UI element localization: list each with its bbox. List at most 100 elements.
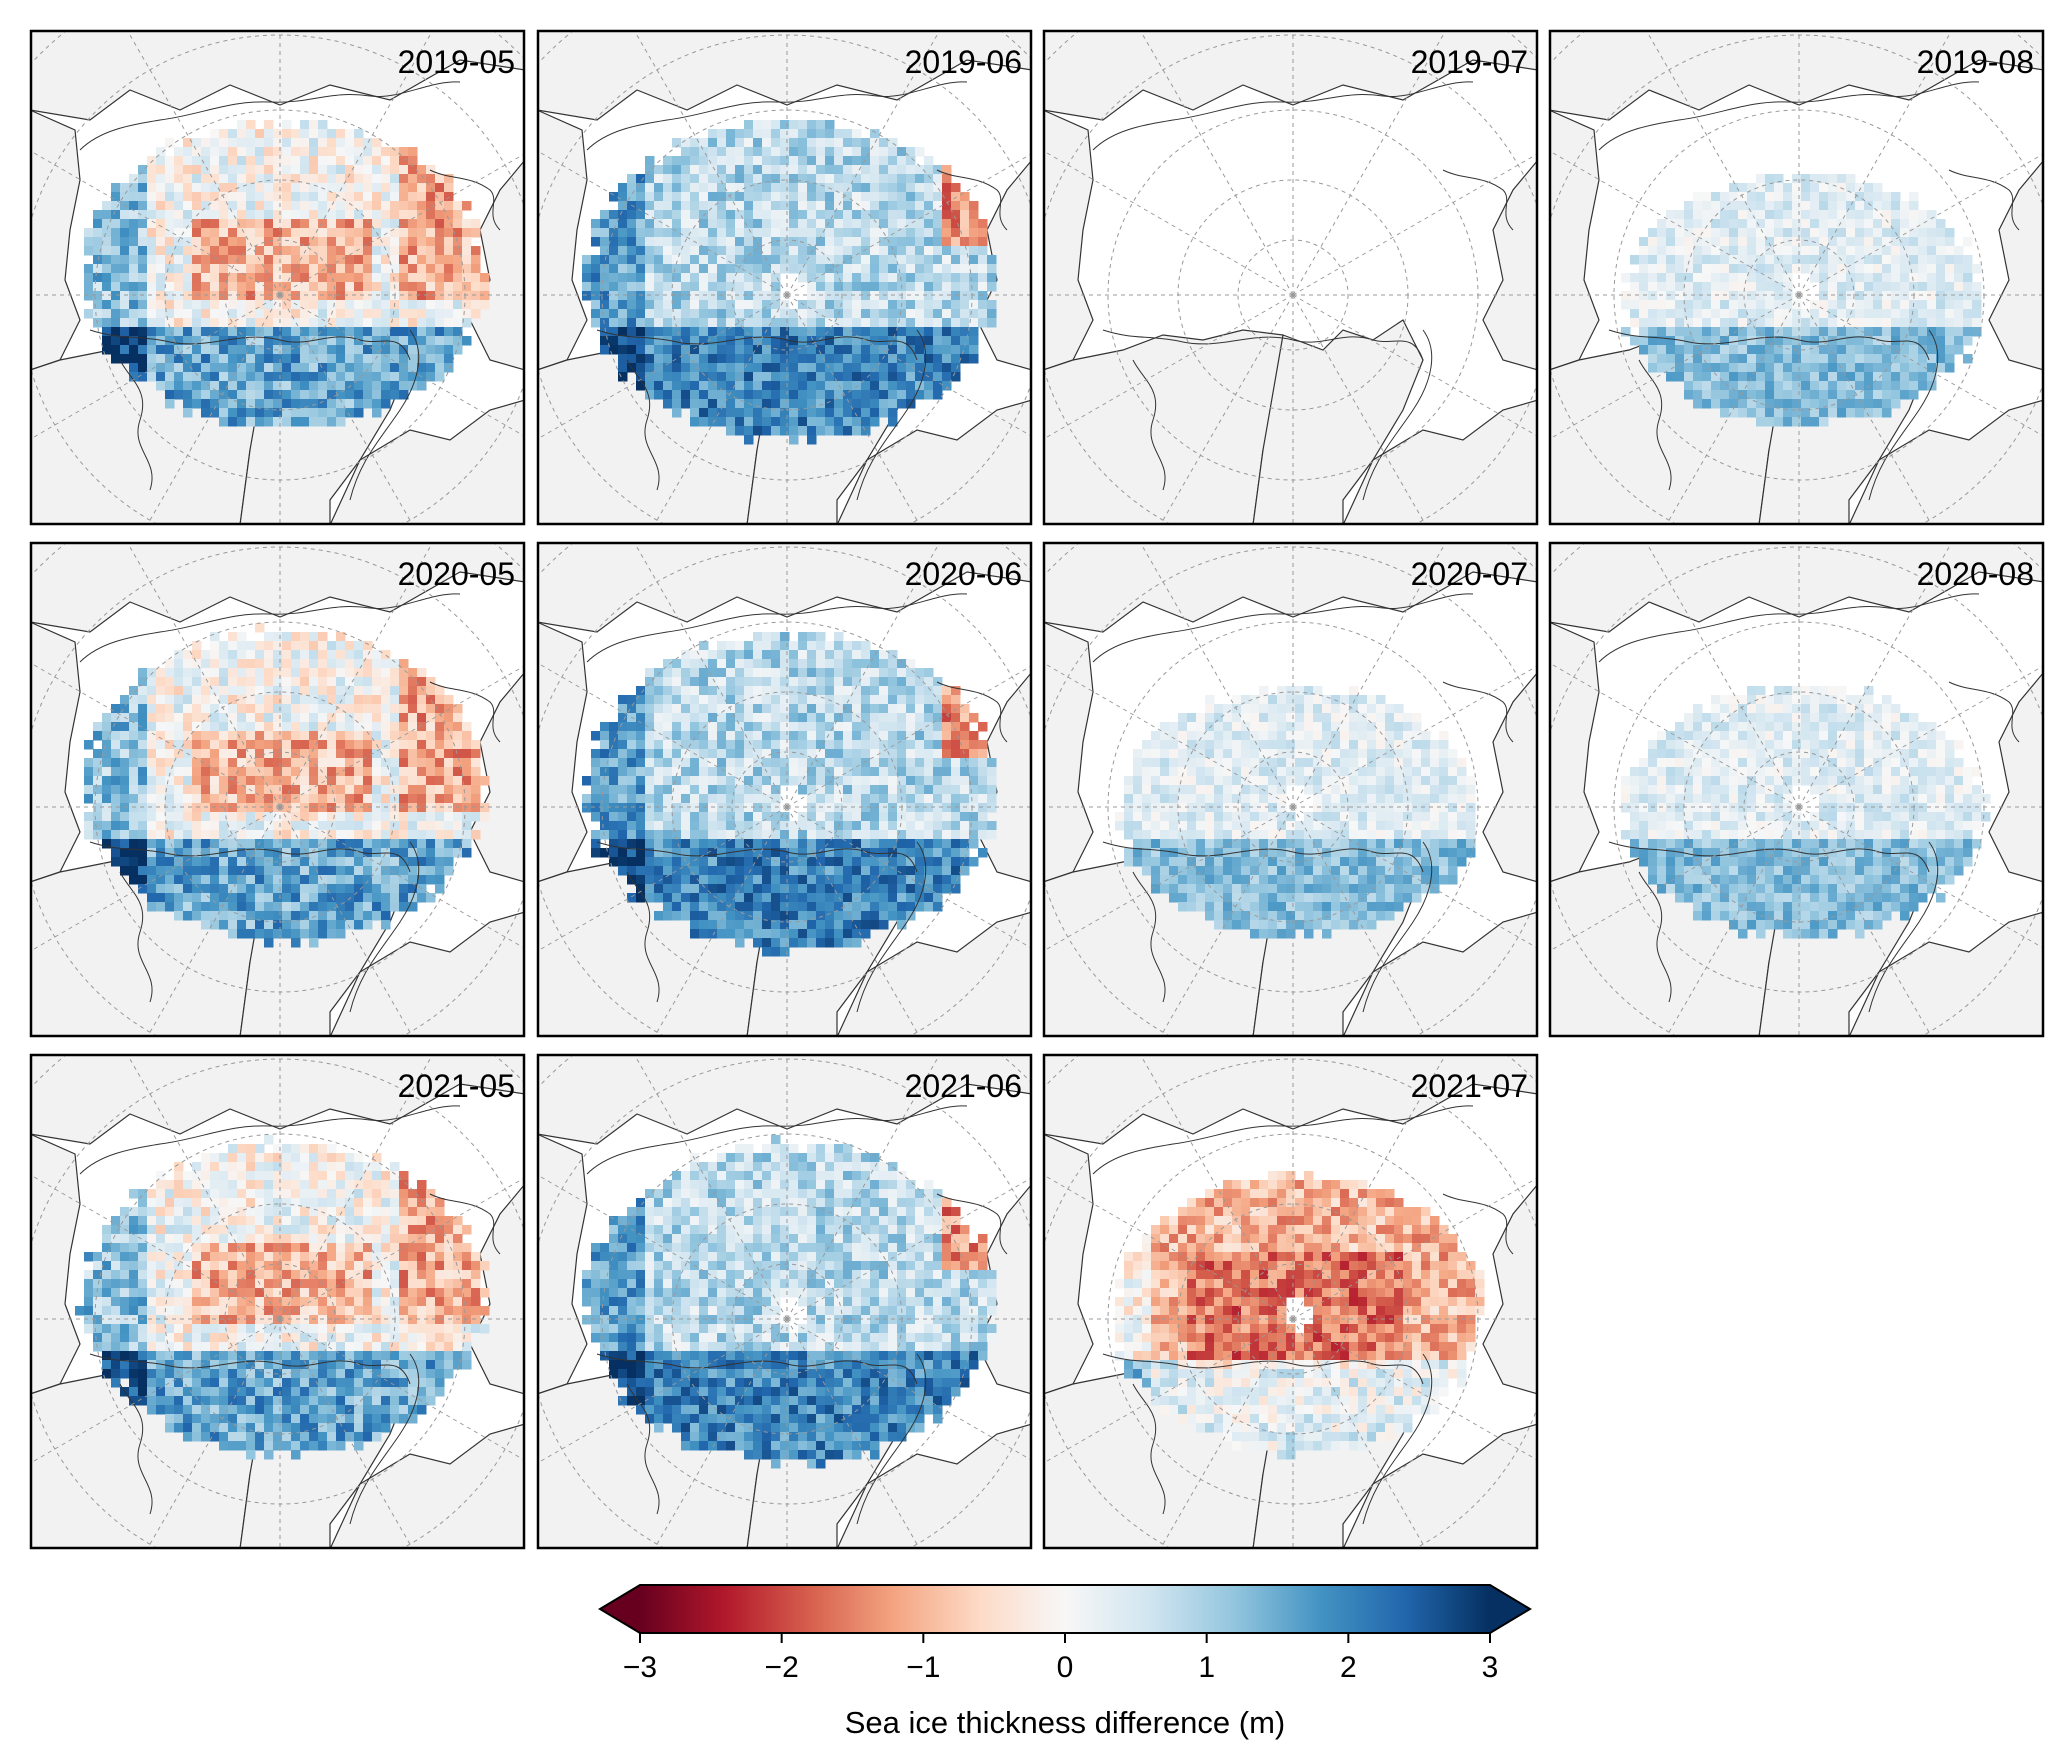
colorbar-tick-label: 3 xyxy=(1482,1651,1499,1684)
land-mass xyxy=(30,30,525,121)
coastline xyxy=(119,359,153,491)
colorbar-ticks: −3 −2 −1 0 1 2 3 xyxy=(623,1633,1498,1684)
coastline xyxy=(586,1105,968,1175)
coastline xyxy=(1638,871,1672,1003)
coastline xyxy=(626,359,660,491)
coastline xyxy=(1442,681,1514,743)
land-mass xyxy=(1988,671,2044,883)
coastline xyxy=(1608,841,1930,873)
colorbar-tick-label: 1 xyxy=(1198,1651,1215,1684)
land-mass xyxy=(329,399,525,525)
coastline xyxy=(1638,359,1672,491)
coastline xyxy=(89,329,411,361)
coastline xyxy=(1868,329,1939,501)
map-panel: 2019-06 xyxy=(536,29,1033,526)
ice-thickness-field xyxy=(1621,174,1982,427)
coastline xyxy=(1092,81,1474,151)
coastline xyxy=(596,1353,918,1385)
ice-thickness-field xyxy=(582,120,997,445)
map-panel: 2020-06 xyxy=(536,541,1033,1038)
land-mass xyxy=(1482,1183,1538,1395)
panel-date-label: 2021-06 xyxy=(905,1068,1022,1104)
colorbar-tick-label: −3 xyxy=(623,1651,657,1684)
panel-date-label: 2019-06 xyxy=(905,44,1022,80)
ice-thickness-field xyxy=(84,120,490,427)
land-mass xyxy=(1252,319,1424,525)
panel-frame xyxy=(536,29,1033,526)
coastline xyxy=(79,1105,461,1175)
coastline xyxy=(1868,841,1939,1013)
panel-date-label: 2021-07 xyxy=(1411,1068,1528,1104)
land-mass xyxy=(836,1423,1032,1549)
coastline xyxy=(89,1353,411,1385)
coastline xyxy=(1362,329,1433,501)
colorbar-tick-label: −2 xyxy=(765,1651,799,1684)
panel-date-label: 2021-05 xyxy=(398,1068,515,1104)
land-mass xyxy=(329,911,525,1037)
coastline xyxy=(1102,841,1424,873)
coastline xyxy=(1362,841,1433,1013)
coastline xyxy=(349,841,420,1013)
map-panel: 2019-05 xyxy=(29,29,526,526)
land-mass xyxy=(30,1054,525,1145)
panel-date-label: 2019-07 xyxy=(1411,44,1528,80)
land-mass xyxy=(1549,542,2044,633)
graticule xyxy=(537,30,1032,525)
land-mass xyxy=(1043,1054,1538,1145)
coastline xyxy=(856,329,927,501)
colorbar-label: Sea ice thickness difference (m) xyxy=(845,1705,1286,1740)
coastline xyxy=(1442,1193,1514,1255)
land-mass xyxy=(1848,399,2044,525)
land-mass xyxy=(1549,30,2044,121)
coastline xyxy=(936,681,1008,743)
coastline xyxy=(79,593,461,663)
coastline xyxy=(1132,1383,1166,1515)
coastline xyxy=(429,681,501,743)
coastline xyxy=(856,1353,927,1525)
coastline xyxy=(626,1383,660,1515)
land-mass xyxy=(836,911,1032,1037)
ice-thickness-field xyxy=(582,632,997,957)
coastline xyxy=(626,871,660,1003)
coastline xyxy=(1362,1353,1433,1525)
coastline xyxy=(1598,81,1980,151)
land-mass xyxy=(1848,911,2044,1037)
coastline xyxy=(349,1353,420,1525)
land-mass xyxy=(1043,329,1284,525)
graticule xyxy=(1549,542,2044,1037)
coastline xyxy=(1132,871,1166,1003)
graticule xyxy=(30,1054,525,1549)
graticule xyxy=(30,30,525,525)
map-panel: 2020-07 xyxy=(1042,541,1539,1038)
land-mass xyxy=(1342,1423,1538,1549)
graticule xyxy=(1043,542,1538,1037)
coastline xyxy=(119,1383,153,1515)
panel-date-label: 2020-08 xyxy=(1917,556,2034,592)
panel-date-label: 2020-07 xyxy=(1411,556,1528,592)
coastline xyxy=(1442,169,1514,231)
coastline xyxy=(1102,1353,1424,1385)
map-panel: 2020-08 xyxy=(1548,541,2045,1038)
colorbar-tick-label: −1 xyxy=(906,1651,940,1684)
panel-frame xyxy=(536,541,1033,1038)
coastline xyxy=(429,1193,501,1255)
coastline xyxy=(1608,329,1930,361)
panel-frame xyxy=(1042,29,1539,526)
ice-thickness-field xyxy=(84,623,490,948)
coastline xyxy=(429,169,501,231)
land-mass xyxy=(1043,30,1538,121)
land-mass xyxy=(1482,159,1538,371)
land-mass xyxy=(1043,542,1538,633)
coastline xyxy=(1102,329,1424,361)
panel-date-label: 2020-06 xyxy=(905,556,1022,592)
colorbar: −3 −2 −1 0 1 2 3 Sea ice thickness difference … xyxy=(598,1584,1532,1740)
coastline xyxy=(596,841,918,873)
coastline xyxy=(936,1193,1008,1255)
land-mass xyxy=(329,1423,525,1549)
map-panel: 2021-06 xyxy=(536,1053,1033,1550)
land-mass xyxy=(537,542,1032,633)
coastline xyxy=(1092,593,1474,663)
panel-frame xyxy=(1548,541,2045,1038)
panel-frame xyxy=(29,1053,526,1550)
